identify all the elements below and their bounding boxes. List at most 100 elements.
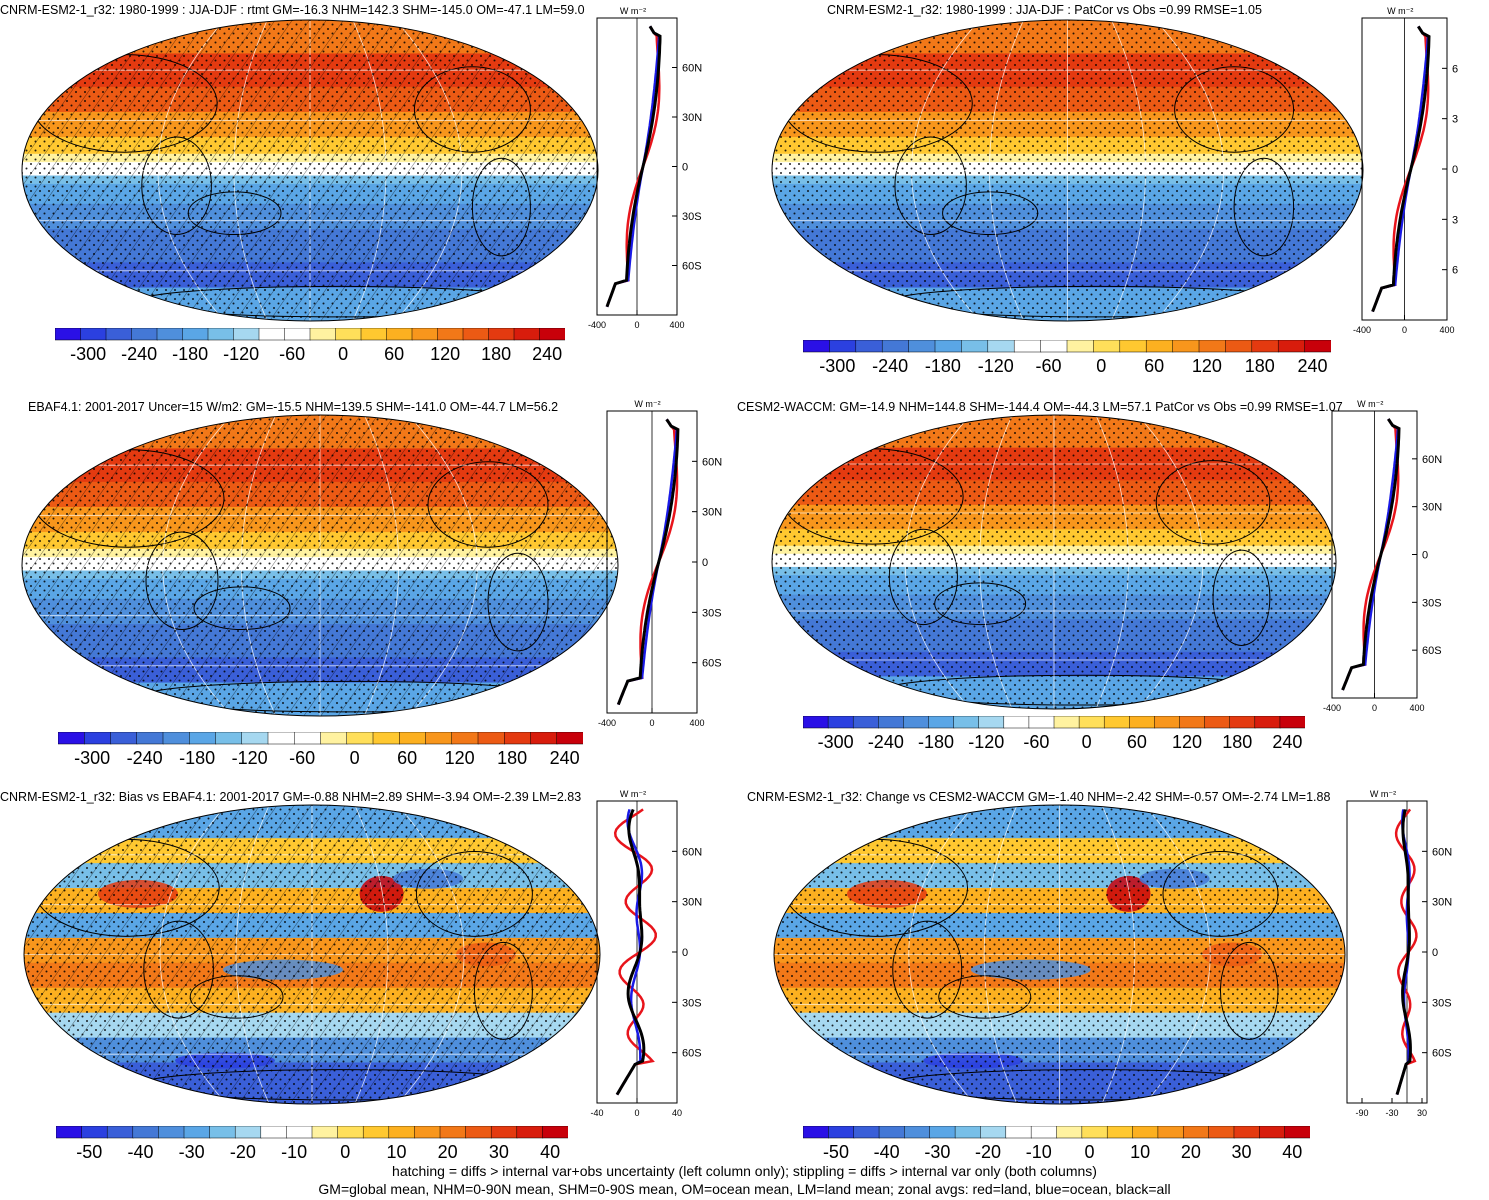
colorbar-swatch (439, 1126, 467, 1139)
zonal-unit-label: W m⁻² (620, 6, 646, 16)
colorbar-swatch (1119, 340, 1147, 353)
colorbar: -300-240-180-120-60060120180240300 (58, 732, 583, 768)
colorbar-tick-label: 240 (1297, 356, 1327, 376)
panel-title: CNRM-ESM2-1_r32: Bias vs EBAF4.1: 2001-2… (0, 790, 582, 804)
colorbar-swatch (1003, 716, 1030, 729)
footer-legend-line-2: GM=global mean, NHM=0-90N mean, SHM=0-90… (318, 1181, 1171, 1197)
colorbar-swatch (852, 716, 880, 729)
zonal-series-all (605, 25, 662, 308)
colorbar-tick-label: -300 (74, 748, 110, 768)
colorbar-swatch (987, 340, 1015, 353)
colorbar-tick-label: 10 (386, 1142, 406, 1162)
zonal-x-tick-label: 400 (1409, 703, 1424, 713)
world-map (773, 804, 1346, 1105)
colorbar-swatch (1145, 340, 1174, 353)
colorbar-tick-label: 60 (397, 748, 417, 768)
colorbar-swatch (362, 1126, 390, 1139)
world-map (771, 19, 1364, 322)
colorbar-tick-label: 0 (1082, 732, 1092, 752)
colorbar-swatch (803, 716, 829, 729)
colorbar-swatch (504, 732, 532, 745)
zonal-series-ocean (605, 25, 661, 308)
colorbar-swatch (1154, 716, 1181, 729)
colorbar-swatch (1106, 1126, 1134, 1139)
zonal-lat-tick-label: 60N (1432, 846, 1452, 858)
colorbar-tick-label: -40 (874, 1142, 900, 1162)
colorbar-swatch (56, 1126, 83, 1139)
colorbar-swatch (490, 1126, 518, 1139)
panel-title: CNRM-ESM2-1_r32: Change vs CESM2-WACCM G… (747, 790, 1331, 804)
colorbar-swatch (1053, 716, 1080, 729)
colorbar-tick-label: -30 (179, 1142, 205, 1162)
colorbar-swatch (1233, 1126, 1261, 1139)
colorbar-swatch (294, 732, 322, 745)
colorbar-swatch (878, 1126, 906, 1139)
colorbar-swatch (465, 1126, 492, 1139)
colorbar-swatch (215, 732, 243, 745)
colorbar-swatch (320, 732, 348, 745)
colorbar-tick-label: 0 (338, 344, 348, 364)
colorbar-swatch (1254, 716, 1281, 729)
colorbar-swatch (881, 340, 910, 353)
colorbar-tick-label: -240 (121, 344, 157, 364)
zonal-lat-tick-label: 30S (682, 997, 702, 1009)
zonal-lat-tick-label: 0 (682, 162, 688, 174)
colorbar-tick-label: -180 (179, 748, 215, 768)
colorbar-tick-label: -300 (819, 356, 855, 376)
zonal-lat-tick-label: 60S (682, 1048, 702, 1060)
zonal-average-plot: W m⁻² -400 0 400 6 3 0 3 6 (1353, 6, 1458, 335)
colorbar-swatch (335, 328, 362, 341)
colorbar-swatch (156, 328, 184, 341)
zonal-series-land (1371, 25, 1430, 313)
colorbar-tick-label: -300 (818, 732, 854, 752)
colorbar-swatch (1078, 716, 1105, 729)
colorbar-swatch (55, 328, 82, 341)
colorbar-swatch (110, 732, 138, 745)
colorbar-swatch (954, 1126, 982, 1139)
zonal-lat-tick-label: 30N (1432, 897, 1452, 909)
zonal-lat-tick-label: 0 (682, 947, 688, 959)
zonal-series-land (1341, 418, 1400, 691)
colorbar-tick-label: -40 (127, 1142, 153, 1162)
zonal-x-tick-label: -40 (590, 1108, 603, 1118)
zonal-x-tick-label: 0 (634, 1108, 639, 1118)
colorbar-swatch (105, 328, 133, 341)
zonal-lat-tick-label: 30N (1422, 502, 1442, 514)
colorbar-swatch (286, 1126, 313, 1139)
zonal-x-tick-label: 30 (1417, 1108, 1427, 1118)
colorbar-swatch (81, 1126, 108, 1139)
colorbar-swatch (346, 732, 374, 745)
zonal-lat-tick-label: 6 (1452, 63, 1458, 75)
colorbar-swatch (477, 732, 505, 745)
zonal-lat-tick-label: 60S (702, 658, 722, 670)
colorbar-tick-label: 120 (1192, 356, 1222, 376)
world-map (23, 804, 601, 1105)
colorbar-swatch (80, 328, 107, 341)
zonal-series-all (1341, 418, 1401, 691)
zonal-lat-tick-label: 30S (682, 211, 702, 223)
zonal-lat-tick-label: 60N (1422, 454, 1442, 466)
zonal-lat-tick-label: 0 (1452, 164, 1458, 176)
colorbar-tick-label: 180 (497, 748, 527, 768)
colorbar-tick-label: -60 (279, 344, 305, 364)
colorbar-tick-label: -10 (1026, 1142, 1052, 1162)
colorbar-swatch (978, 716, 1005, 729)
colorbar-swatch (106, 1126, 134, 1139)
zonal-lat-tick-label: 30N (682, 897, 702, 909)
colorbar-swatch (539, 328, 565, 341)
colorbar-tick-label: 240 (532, 344, 562, 364)
zonal-lat-tick-label: 60S (682, 261, 702, 273)
zonal-unit-label: W m⁻² (620, 789, 646, 799)
colorbar-tick-label: 120 (430, 344, 460, 364)
zonal-x-tick-label: 0 (1372, 703, 1377, 713)
colorbar-swatch (1040, 340, 1068, 353)
zonal-series-ocean (617, 418, 679, 706)
colorbar-tick-label: 120 (445, 748, 475, 768)
colorbar-swatch (1132, 1126, 1159, 1139)
colorbar-tick-label: -240 (127, 748, 163, 768)
colorbar-swatch (183, 1126, 211, 1139)
colorbar-swatch (58, 732, 85, 745)
zonal-lat-tick-label: 3 (1452, 114, 1458, 126)
panel-title: EBAF4.1: 2001-2017 Uncer=15 W/m2: GM=-15… (28, 400, 559, 414)
colorbar-swatch (425, 732, 453, 745)
